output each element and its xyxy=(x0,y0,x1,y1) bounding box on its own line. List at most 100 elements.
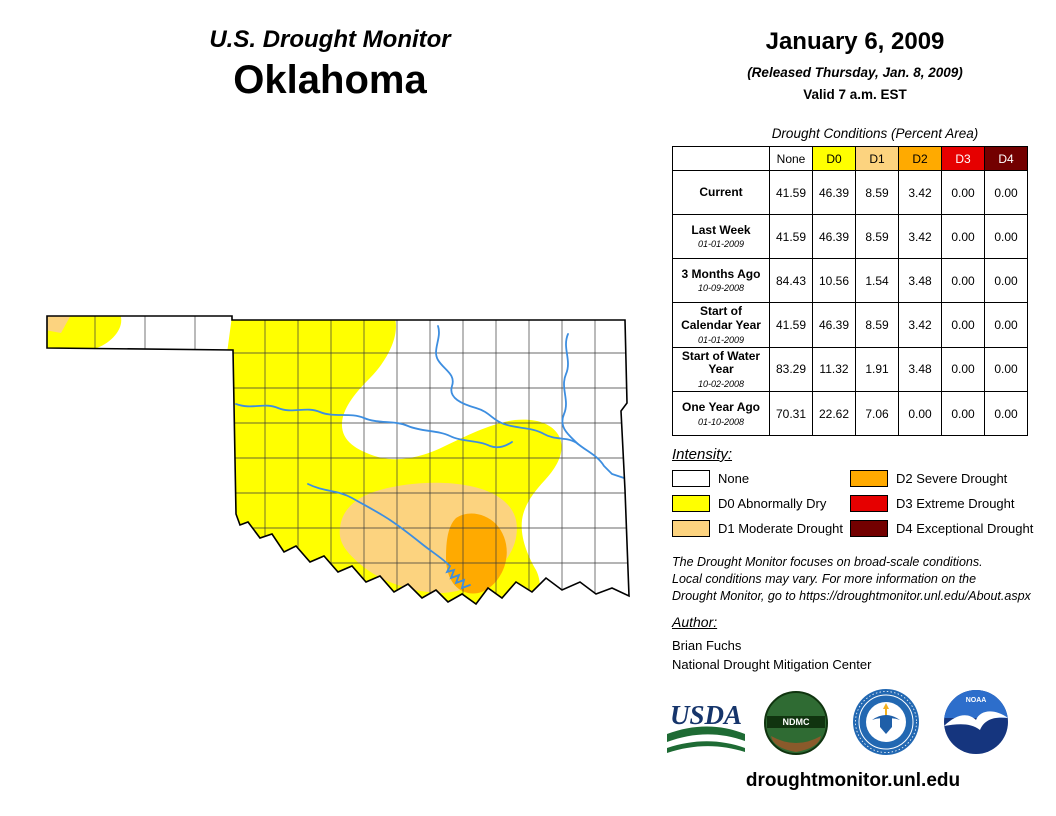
value-cell: 8.59 xyxy=(855,302,899,348)
d1-region-panhandle-tip xyxy=(47,316,72,333)
value-cell: 3.42 xyxy=(898,170,942,215)
row-date: 10-09-2008 xyxy=(697,283,745,294)
disclaimer-line: Drought Monitor, go to https://droughtmo… xyxy=(672,589,1031,603)
value-cell: 8.59 xyxy=(855,170,899,215)
ndmc-logo: NDMC xyxy=(764,691,828,755)
author-title: Author: xyxy=(672,614,718,630)
legend-swatch-d1 xyxy=(672,520,710,537)
row-date: 01-10-2008 xyxy=(697,416,745,427)
value-cell: 83.29 xyxy=(769,346,813,393)
row-label: Current xyxy=(699,184,743,199)
table-row-last-week: Last Week 01-01-2009 41.59 46.39 8.59 3.… xyxy=(672,214,1028,259)
date-block: January 6, 2009 (Released Thursday, Jan.… xyxy=(680,28,1030,102)
noaa-seagull xyxy=(944,711,1008,730)
value-cell: 0.00 xyxy=(984,346,1028,393)
table-header-row: None D0 D1 D2 D3 D4 xyxy=(672,146,1028,171)
commerce-seal-logo xyxy=(853,689,919,755)
state-name: Oklahoma xyxy=(233,58,427,102)
author-name: Brian Fuchs xyxy=(672,638,742,653)
legend-swatch-d0 xyxy=(672,495,710,512)
commerce-torch-flame xyxy=(883,703,889,709)
value-cell: 0.00 xyxy=(984,258,1028,303)
value-cell: 0.00 xyxy=(984,170,1028,215)
value-cell: 46.39 xyxy=(812,170,856,215)
usda-logo: USDA xyxy=(667,700,745,753)
legend-label: D2 Severe Drought xyxy=(896,471,1008,486)
usda-field-swoosh xyxy=(667,726,745,742)
legend-label: D1 Moderate Drought xyxy=(718,521,844,536)
value-cell: 3.48 xyxy=(898,258,942,303)
row-label: Start of Calendar Year xyxy=(681,304,761,332)
value-cell: 0.00 xyxy=(941,391,985,437)
author-organization: National Drought Mitigation Center xyxy=(672,657,872,672)
legend-swatch-d2 xyxy=(850,470,888,487)
monitor-title: U.S. Drought Monitor xyxy=(209,26,451,53)
row-label: Last Week xyxy=(691,222,751,237)
commerce-inner-ring xyxy=(858,694,914,750)
legend-swatch-d3 xyxy=(850,495,888,512)
row-header: Start of Water Year 10-02-2008 xyxy=(672,346,770,393)
row-header: Current xyxy=(672,170,770,215)
value-cell: 3.48 xyxy=(898,346,942,393)
value-cell: 84.43 xyxy=(769,258,813,303)
county-lines xyxy=(94,316,629,604)
value-cell: 3.42 xyxy=(898,214,942,259)
legend-item-d2: D2 Severe Drought xyxy=(850,470,1007,487)
usda-field-swoosh xyxy=(667,741,745,753)
commerce-shield xyxy=(880,718,892,727)
state-outline xyxy=(46,315,630,606)
col-header-d2: D2 xyxy=(898,146,942,171)
noaa-logo-text: NOAA xyxy=(966,697,987,704)
table-row-current: Current 41.59 46.39 8.59 3.42 0.00 0.00 xyxy=(672,170,1028,215)
row-date: 01-01-2009 xyxy=(697,334,745,345)
table-row-start-calendar-year: Start of Calendar Year 01-01-2009 41.59 … xyxy=(672,302,1028,348)
legend-label: None xyxy=(718,471,750,486)
value-cell: 0.00 xyxy=(984,391,1028,437)
row-header: One Year Ago 01-10-2008 xyxy=(672,391,770,437)
ndmc-logo-text: NDMC xyxy=(783,717,810,727)
usda-logo-text: USDA xyxy=(670,700,742,730)
commerce-shield-point xyxy=(880,727,892,734)
value-cell: 11.32 xyxy=(812,346,856,393)
ndmc-globe-bottom xyxy=(771,736,821,752)
legend-label: D0 Abnormally Dry xyxy=(718,496,827,511)
value-cell: 10.56 xyxy=(812,258,856,303)
row-label: One Year Ago xyxy=(681,399,761,414)
value-cell: 41.59 xyxy=(769,214,813,259)
disclaimer-line: Local conditions may vary. For more info… xyxy=(672,572,977,586)
commerce-eagle xyxy=(872,715,900,720)
row-date: 10-02-2008 xyxy=(697,379,745,390)
value-cell: 0.00 xyxy=(941,346,985,393)
ndmc-banner xyxy=(767,716,825,728)
table-corner-cell xyxy=(672,146,770,171)
oklahoma-drought-map xyxy=(46,315,630,606)
value-cell: 22.62 xyxy=(812,391,856,437)
row-header: 3 Months Ago 10-09-2008 xyxy=(672,258,770,303)
report-date: January 6, 2009 xyxy=(765,28,945,55)
table-title: Drought Conditions (Percent Area) xyxy=(771,126,979,141)
disclaimer-text: The Drought Monitor focuses on broad-sca… xyxy=(672,554,1052,605)
row-label: 3 Months Ago xyxy=(681,266,761,281)
value-cell: 3.42 xyxy=(898,302,942,348)
noaa-logo: NOAA xyxy=(944,690,1008,754)
d2-region xyxy=(446,513,507,594)
col-header-none: None xyxy=(769,146,813,171)
value-cell: 1.91 xyxy=(855,346,899,393)
value-cell: 0.00 xyxy=(984,302,1028,348)
value-cell: 7.06 xyxy=(855,391,899,437)
valid-time: Valid 7 a.m. EST xyxy=(803,87,907,102)
release-date: (Released Thursday, Jan. 8, 2009) xyxy=(747,65,963,80)
legend-swatch-d4 xyxy=(850,520,888,537)
value-cell: 46.39 xyxy=(812,302,856,348)
river xyxy=(235,403,513,449)
river xyxy=(307,483,471,590)
value-cell: 0.00 xyxy=(941,302,985,348)
row-header: Last Week 01-01-2009 xyxy=(672,214,770,259)
disclaimer-line: The Drought Monitor focuses on broad-sca… xyxy=(672,555,983,569)
value-cell: 8.59 xyxy=(855,214,899,259)
river xyxy=(561,333,579,445)
col-header-d0: D0 xyxy=(812,146,856,171)
legend-label: D4 Exceptional Drought xyxy=(896,521,1034,536)
footer-url: droughtmonitor.unl.edu xyxy=(745,770,961,791)
value-cell: 0.00 xyxy=(941,214,985,259)
